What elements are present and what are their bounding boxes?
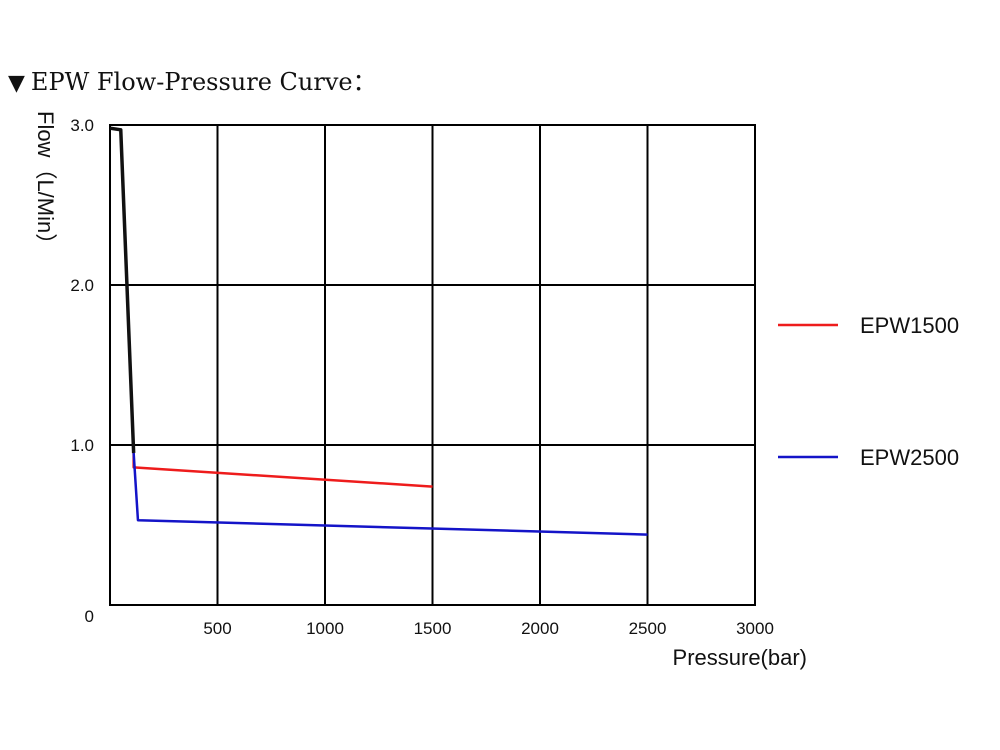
chart-title-text: EPW Flow-Pressure Curve： [30, 68, 377, 96]
series-line-common [109, 126, 136, 454]
x-tick-label: 2000 [521, 619, 559, 638]
triangle-down-icon: ▼ [8, 71, 25, 96]
x-tick-label: 1500 [414, 619, 452, 638]
y-axis-label: Flow（L/Min） [33, 111, 58, 255]
y-tick-label: 1.0 [70, 436, 94, 455]
y-tick-label: 0 [85, 607, 94, 626]
chart-title: ▼ EPW Flow-Pressure Curve： [8, 62, 377, 97]
y-tick-label: 2.0 [70, 276, 94, 295]
legend: EPW1500 EPW2500 [778, 313, 959, 470]
x-tick-label: 2500 [629, 619, 667, 638]
tick-labels: 500 1000 1500 2000 2500 3000 0 1.0 2.0 3.0 [70, 116, 774, 638]
series-line-epw2500 [132, 452, 648, 536]
x-tick-label: 500 [203, 619, 231, 638]
x-tick-label: 3000 [736, 619, 774, 638]
x-axis-label: Pressure(bar) [673, 645, 807, 670]
grid [110, 124, 756, 606]
series-lines [109, 126, 648, 536]
y-tick-label: 3.0 [70, 116, 94, 135]
legend-label-epw2500: EPW2500 [860, 445, 959, 470]
x-tick-label: 1000 [306, 619, 344, 638]
plot-border [109, 124, 756, 606]
plot-frame [109, 124, 756, 606]
legend-label-epw1500: EPW1500 [860, 313, 959, 338]
series-line-epw1500 [132, 453, 433, 488]
